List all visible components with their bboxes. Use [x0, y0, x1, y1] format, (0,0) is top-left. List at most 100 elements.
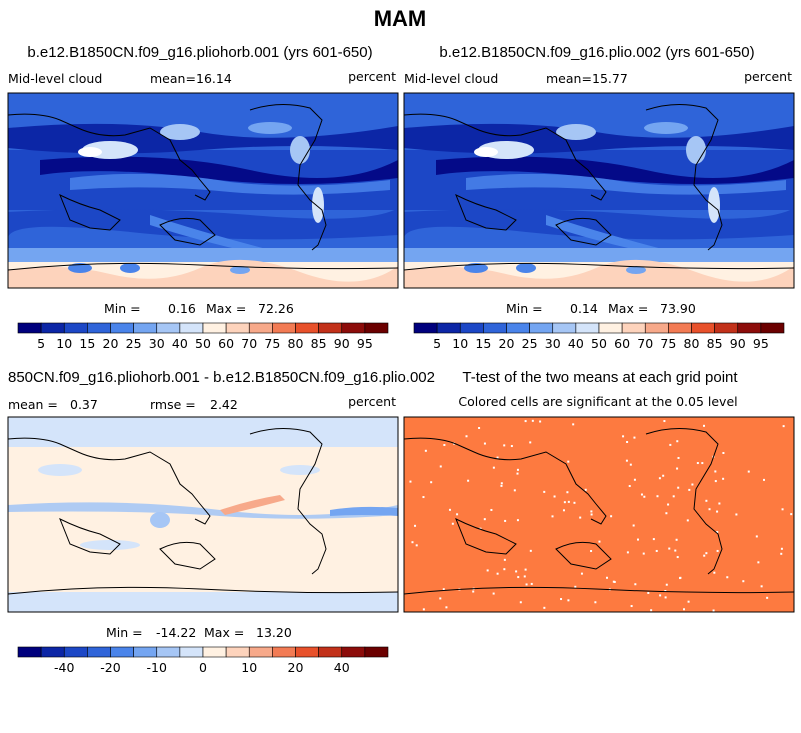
panel-2-max-value: 73.90 — [660, 301, 696, 316]
panel-2-units: percent — [744, 69, 792, 84]
colorbar-tick-label: -20 — [100, 660, 120, 675]
colorbar-swatch — [364, 646, 389, 658]
insignificant-cell — [422, 496, 425, 499]
panel-1-title: b.e12.B1850CN.f09_g16.pliohorb.001 (yrs … — [27, 44, 372, 61]
colorbar-tick-label: -40 — [54, 660, 74, 675]
colorbar-swatch — [133, 322, 158, 334]
panel-3-mean-value: 0.37 — [70, 397, 98, 412]
insignificant-cell — [636, 538, 639, 541]
panel-1-min-label: Min = — [104, 301, 141, 316]
insignificant-cell — [613, 580, 616, 583]
insignificant-cell — [510, 445, 513, 448]
colorbar-tick-label: 60 — [614, 336, 630, 351]
colorbar-swatch — [110, 646, 134, 658]
colorbar-tick-label: 50 — [195, 336, 211, 351]
insignificant-cell — [517, 576, 520, 579]
insignificant-cell — [655, 549, 658, 552]
colorbar-swatch — [40, 322, 65, 334]
colorbar-tick-label: 5 — [37, 336, 45, 351]
insignificant-cell — [422, 608, 425, 611]
colorbar-tick-label: -10 — [147, 660, 167, 675]
insignificant-cell — [664, 589, 667, 592]
insignificant-cell — [691, 483, 694, 486]
panel-2-max-label: Max = — [608, 301, 648, 316]
insignificant-cell — [525, 583, 528, 586]
insignificant-cell — [500, 484, 503, 487]
colorbar-swatch — [156, 322, 181, 334]
colorbar-swatch — [225, 322, 250, 334]
colorbar-swatch — [87, 646, 111, 658]
insignificant-cell — [503, 444, 506, 447]
colorbar-tick-label: 80 — [684, 336, 700, 351]
insignificant-cell — [705, 552, 708, 555]
insignificant-cell — [702, 424, 705, 427]
insignificant-cell — [524, 568, 527, 571]
insignificant-cell — [790, 513, 793, 516]
insignificant-cell — [647, 591, 650, 594]
insignificant-cell — [668, 547, 671, 550]
insignificant-cell — [718, 502, 721, 505]
colorbar-tick-label: 10 — [452, 336, 468, 351]
colorbar-swatch — [272, 322, 296, 334]
colorbar-tick-label: 95 — [753, 336, 769, 351]
insignificant-cell — [442, 588, 445, 591]
panel-4: T-test of the two means at each grid poi… — [403, 369, 795, 613]
insignificant-cell — [543, 490, 546, 493]
insignificant-cell — [530, 582, 533, 585]
insignificant-cell — [448, 508, 451, 511]
colorbar-swatch — [341, 322, 366, 334]
colorbar-swatch — [63, 322, 88, 334]
colorbar-swatch — [714, 322, 739, 334]
colorbar-swatch — [248, 646, 273, 658]
panel-1-frame — [7, 92, 399, 289]
insignificant-cell — [622, 435, 625, 438]
insignificant-cell — [524, 420, 527, 423]
colorbar-swatch — [272, 646, 296, 658]
insignificant-cell — [516, 519, 519, 522]
insignificant-cell — [665, 512, 668, 515]
insignificant-cell — [656, 495, 659, 498]
insignificant-cell — [490, 508, 493, 511]
insignificant-cell — [529, 549, 532, 552]
panel-1-mean-label: mean= — [150, 71, 196, 86]
panel-3-max-value: 13.20 — [256, 625, 292, 640]
insignificant-cell — [664, 596, 667, 599]
colorbar-swatch — [575, 322, 600, 334]
insignificant-cell — [760, 585, 763, 588]
insignificant-cell — [716, 549, 719, 552]
insignificant-cell — [496, 572, 499, 575]
panel-3-max-label: Max = — [204, 625, 244, 640]
colorbar-swatch — [248, 322, 273, 334]
insignificant-cell — [713, 571, 716, 574]
insignificant-cell — [677, 456, 680, 459]
panel-2-min-value: 0.14 — [570, 301, 598, 316]
insignificant-cell — [598, 540, 601, 543]
insignificant-cell — [567, 599, 570, 602]
insignificant-cell — [483, 518, 486, 521]
panel-4-map — [404, 417, 794, 612]
insignificant-cell — [451, 522, 454, 525]
colorbar-swatch — [17, 646, 42, 658]
colorbar-tick-label: 30 — [149, 336, 165, 351]
insignificant-cell — [780, 552, 783, 555]
insignificant-cell — [486, 569, 489, 572]
insignificant-cell — [531, 419, 534, 422]
colorbar-swatch — [483, 322, 507, 334]
colorbar-tick-label: 0 — [199, 660, 207, 675]
insignificant-cell — [659, 594, 662, 597]
panel-2: b.e12.B1850CN.f09_g16.plio.002 (yrs 601-… — [403, 44, 795, 351]
colorbar-swatch — [341, 646, 366, 658]
colorbar-tick-label: 60 — [218, 336, 234, 351]
insignificant-cell — [676, 467, 679, 470]
panel-3-mean-label: mean = — [8, 397, 58, 412]
colorbar-tick-label: 90 — [334, 336, 350, 351]
colorbar-swatch — [225, 646, 250, 658]
insignificant-cell — [634, 583, 637, 586]
colorbar-swatch — [202, 322, 227, 334]
insignificant-cell — [643, 495, 646, 498]
colorbar-swatch — [552, 322, 577, 334]
insignificant-cell — [566, 491, 569, 494]
insignificant-cell — [633, 478, 636, 481]
colorbar-tick-label: 10 — [56, 336, 72, 351]
colorbar-swatch — [156, 646, 181, 658]
